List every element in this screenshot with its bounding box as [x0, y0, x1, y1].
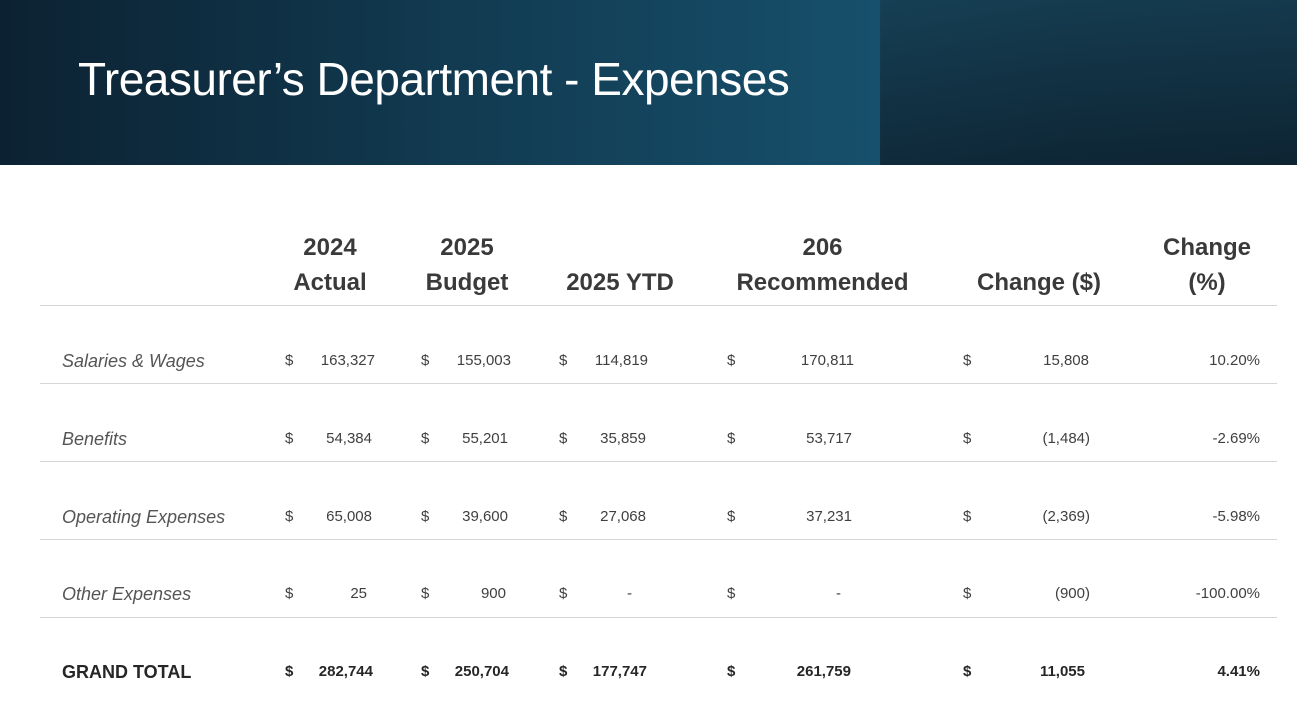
cell-actual: 25 [350, 585, 367, 602]
cell-budget: 55,201 [462, 430, 508, 447]
row-label: Salaries & Wages [62, 351, 205, 371]
currency-symbol: $ [727, 352, 736, 369]
cell-ytd: 27,068 [600, 508, 646, 525]
cell-budget: 250,704 [454, 663, 509, 680]
cell-ytd: 35,859 [600, 430, 646, 447]
currency-symbol: $ [421, 508, 430, 525]
cell-change-dollar: (900) [1054, 585, 1090, 602]
row-divider [40, 461, 1277, 462]
currency-symbol: $ [727, 585, 736, 602]
currency-symbol: $ [285, 663, 294, 680]
cell-budget: 39,600 [462, 508, 508, 525]
header-change-pct: Change (%) [1147, 224, 1267, 300]
header-line: Change [1162, 234, 1251, 261]
header-divider [40, 305, 1277, 306]
table-row-grand-total: GRAND TOTAL $ 282,744 $ 250,704 $ 177,74… [0, 657, 1297, 687]
cell-actual: 282,744 [318, 663, 373, 680]
header-2025-budget: 2025 Budget [407, 224, 527, 300]
cell-change-dollar: (2,369) [1042, 508, 1090, 525]
cell-change-dollar: 15,808 [1043, 352, 1089, 369]
row-label: Operating Expenses [62, 507, 226, 527]
currency-symbol: $ [421, 585, 430, 602]
cell-recommended: - [836, 585, 841, 602]
cell-budget: 900 [480, 585, 506, 602]
currency-symbol: $ [963, 663, 972, 680]
cell-recommended: 170,811 [800, 352, 854, 369]
currency-symbol: $ [421, 663, 430, 680]
header-line: Recommended [736, 269, 909, 296]
currency-symbol: $ [285, 508, 294, 525]
cell-ytd: - [627, 585, 632, 602]
currency-symbol: $ [285, 430, 294, 447]
title-banner: Treasurer’s Department - Expenses [0, 0, 1297, 165]
cell-actual: 54,384 [326, 430, 372, 447]
header-line: 2025 [440, 234, 494, 261]
row-divider [40, 383, 1277, 384]
currency-symbol: $ [963, 430, 972, 447]
row-label: GRAND TOTAL [62, 662, 192, 682]
currency-symbol: $ [727, 663, 736, 680]
cell-actual: 65,008 [326, 508, 372, 525]
header-line: Change ($) [976, 269, 1101, 296]
row-label: Benefits [62, 429, 128, 449]
row-divider [40, 617, 1277, 618]
header-line: 206 [802, 234, 843, 261]
currency-symbol: $ [285, 585, 294, 602]
header-line: 2024 [303, 234, 357, 261]
cell-change-dollar: 11,055 [1039, 663, 1085, 680]
cell-change-pct: -5.98% [1212, 508, 1260, 525]
currency-symbol: $ [727, 430, 736, 447]
header-line: (%) [1188, 269, 1226, 296]
cell-change-dollar: (1,484) [1042, 430, 1090, 447]
header-line: 2025 YTD [566, 269, 674, 296]
table-row-benefits: Benefits $ 54,384 $ 55,201 $ 35,859 $ 53… [0, 424, 1297, 454]
currency-symbol: $ [727, 508, 736, 525]
currency-symbol: $ [559, 663, 568, 680]
cell-change-pct: -100.00% [1195, 585, 1260, 602]
header-2025-ytd: 2025 YTD [555, 224, 685, 300]
currency-symbol: $ [559, 430, 568, 447]
table-row-other: Other Expenses $ 25 $ 900 $ - $ - $ (900… [0, 579, 1297, 609]
currency-symbol: $ [421, 430, 430, 447]
header-recommended: 206 Recommended [715, 224, 930, 300]
cell-recommended: 261,759 [796, 663, 851, 680]
banner-accent-panel [880, 0, 1297, 165]
row-divider [40, 539, 1277, 540]
header-line: Budget [425, 269, 509, 296]
currency-symbol: $ [963, 508, 972, 525]
row-label: Other Expenses [62, 584, 192, 604]
cell-change-pct: 10.20% [1209, 352, 1260, 369]
currency-symbol: $ [559, 508, 568, 525]
header-change-dollar: Change ($) [960, 224, 1118, 300]
cell-recommended: 53,717 [806, 430, 852, 447]
cell-actual: 163,327 [320, 352, 375, 369]
cell-ytd: 177,747 [592, 663, 647, 680]
table-row-operating: Operating Expenses $ 65,008 $ 39,600 $ 2… [0, 502, 1297, 532]
currency-symbol: $ [559, 585, 568, 602]
header-2024-actual: 2024 Actual [270, 224, 390, 300]
table-row-salaries: Salaries & Wages $ 163,327 $ 155,003 $ 1… [0, 346, 1297, 376]
header-line: Actual [293, 269, 367, 296]
cell-recommended: 37,231 [806, 508, 852, 525]
slide-title: Treasurer’s Department - Expenses [78, 53, 790, 105]
currency-symbol: $ [559, 352, 568, 369]
cell-ytd: 114,819 [594, 352, 648, 369]
currency-symbol: $ [963, 585, 972, 602]
cell-budget: 155,003 [456, 352, 511, 369]
cell-change-pct: 4.41% [1217, 663, 1260, 680]
currency-symbol: $ [963, 352, 972, 369]
currency-symbol: $ [285, 352, 294, 369]
cell-change-pct: -2.69% [1212, 430, 1260, 447]
currency-symbol: $ [421, 352, 430, 369]
